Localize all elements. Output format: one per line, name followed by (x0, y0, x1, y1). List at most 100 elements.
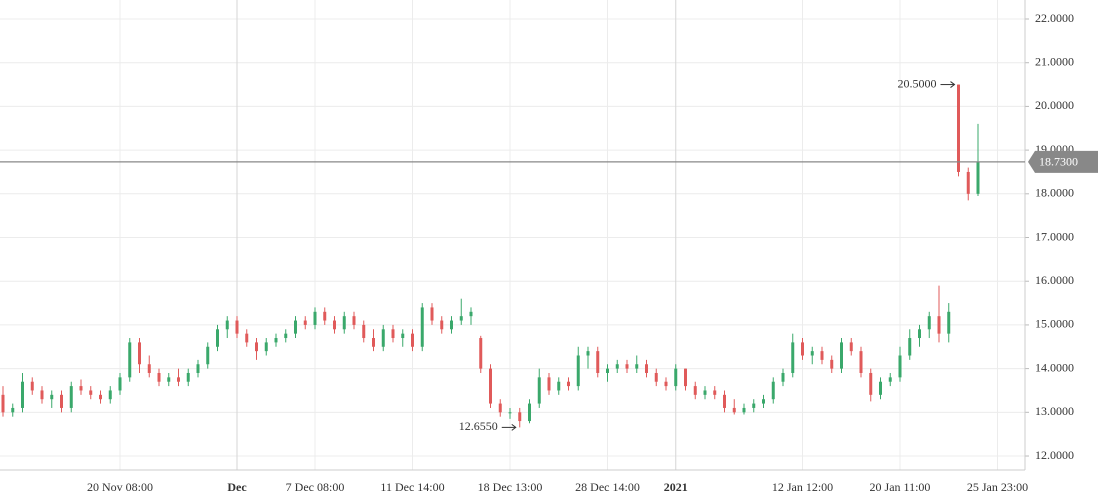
y-tick-label: 17.0000 (1035, 229, 1074, 243)
candle-body (255, 342, 258, 352)
candle-body (576, 355, 580, 387)
candle-body (888, 377, 892, 382)
x-tick-label: 7 Dec 08:00 (286, 480, 345, 494)
candle-body (372, 338, 375, 347)
candle-body (1, 394, 5, 413)
candle-body (518, 412, 522, 422)
candle-body (99, 394, 102, 400)
candle-body (235, 320, 239, 334)
candle-body (508, 412, 512, 414)
marker-label: 12.6550 (459, 419, 498, 433)
candle-body (908, 338, 912, 356)
candle-body (557, 381, 561, 391)
candle-body (849, 342, 853, 352)
y-tick-label: 15.0000 (1035, 317, 1074, 331)
x-tick-label: 18 Dec 13:00 (478, 480, 543, 494)
candle-body (167, 377, 171, 382)
candle-body (245, 333, 249, 343)
candle-body (333, 320, 336, 330)
candle-body (479, 338, 483, 369)
x-tick-label: 11 Dec 14:00 (380, 480, 444, 494)
candle-body (859, 351, 863, 373)
candle-body (830, 359, 834, 369)
candle-body (60, 394, 63, 408)
x-tick-label: 28 Dec 14:00 (575, 480, 640, 494)
candle-body (303, 320, 307, 325)
candle-body (732, 407, 736, 413)
x-tick-label: 20 Nov 08:00 (87, 480, 153, 494)
candle-body (469, 311, 473, 317)
candle-body (30, 381, 34, 391)
candle-body (781, 372, 785, 382)
candle-body (147, 364, 151, 373)
candle-body (869, 372, 873, 395)
candle-body (645, 364, 648, 373)
candle-body (703, 390, 707, 395)
candle-body (976, 161, 980, 194)
candle-body (898, 355, 902, 378)
candle-body (635, 364, 639, 369)
candle-body (401, 333, 405, 339)
candle-body (362, 324, 366, 339)
candle-body (40, 390, 44, 400)
y-tick-label: 18.0000 (1035, 186, 1074, 200)
candle-body (625, 364, 629, 369)
candle-body (216, 329, 219, 347)
candle-body (430, 307, 434, 321)
candle-body (323, 311, 327, 321)
candle-body (654, 372, 658, 382)
candle-body (294, 320, 297, 334)
candle-body (684, 368, 687, 387)
candle-body (937, 316, 941, 334)
candle-body (693, 386, 697, 395)
candle-body (11, 407, 15, 413)
candle-body (50, 394, 54, 400)
candle-body (157, 372, 161, 382)
candle-body (810, 351, 814, 356)
y-tick-label: 21.0000 (1035, 54, 1074, 68)
candle-body (606, 368, 609, 373)
y-tick-label: 12.0000 (1035, 448, 1074, 462)
y-tick-label: 14.0000 (1035, 360, 1074, 374)
candle-body (206, 346, 210, 365)
x-tick-label: Dec (227, 480, 247, 494)
x-tick-label: 2021 (664, 480, 688, 494)
last-price-label: 18.7300 (1039, 155, 1078, 169)
candle-body (947, 311, 951, 334)
candle-body (264, 342, 268, 352)
y-tick-label: 22.0000 (1035, 11, 1074, 25)
candle-body (459, 316, 463, 321)
candle-body (138, 342, 141, 365)
marker-arrowhead (511, 423, 517, 431)
candle-body (352, 316, 356, 325)
y-tick-label: 16.0000 (1035, 273, 1074, 287)
candle-body (664, 381, 668, 387)
candle-body (440, 320, 444, 330)
candle-body (762, 399, 765, 404)
candle-body (674, 368, 678, 387)
marker-arrowhead (950, 81, 956, 88)
y-tick-label: 13.0000 (1035, 404, 1074, 418)
candle-body (313, 311, 317, 325)
candle-body (596, 351, 600, 373)
x-tick-label: 12 Jan 12:00 (772, 480, 833, 494)
candle-body (284, 333, 288, 339)
candle-body (791, 342, 795, 373)
candle-body (752, 403, 756, 408)
candle-body (723, 394, 726, 408)
candle-body (274, 338, 278, 343)
candle-body (771, 381, 775, 400)
candle-body (177, 377, 180, 382)
candle-body (957, 84, 960, 172)
x-tick-label: 25 Jan 23:00 (967, 480, 1028, 494)
candle-body (567, 381, 570, 387)
candle-body (225, 320, 229, 330)
candle-body (820, 351, 824, 360)
candle-body (615, 364, 619, 369)
candle-body (801, 342, 804, 356)
candle-body (411, 333, 414, 347)
last-price-tag (1028, 150, 1098, 173)
candle-body (498, 403, 502, 413)
candle-body (742, 407, 746, 413)
